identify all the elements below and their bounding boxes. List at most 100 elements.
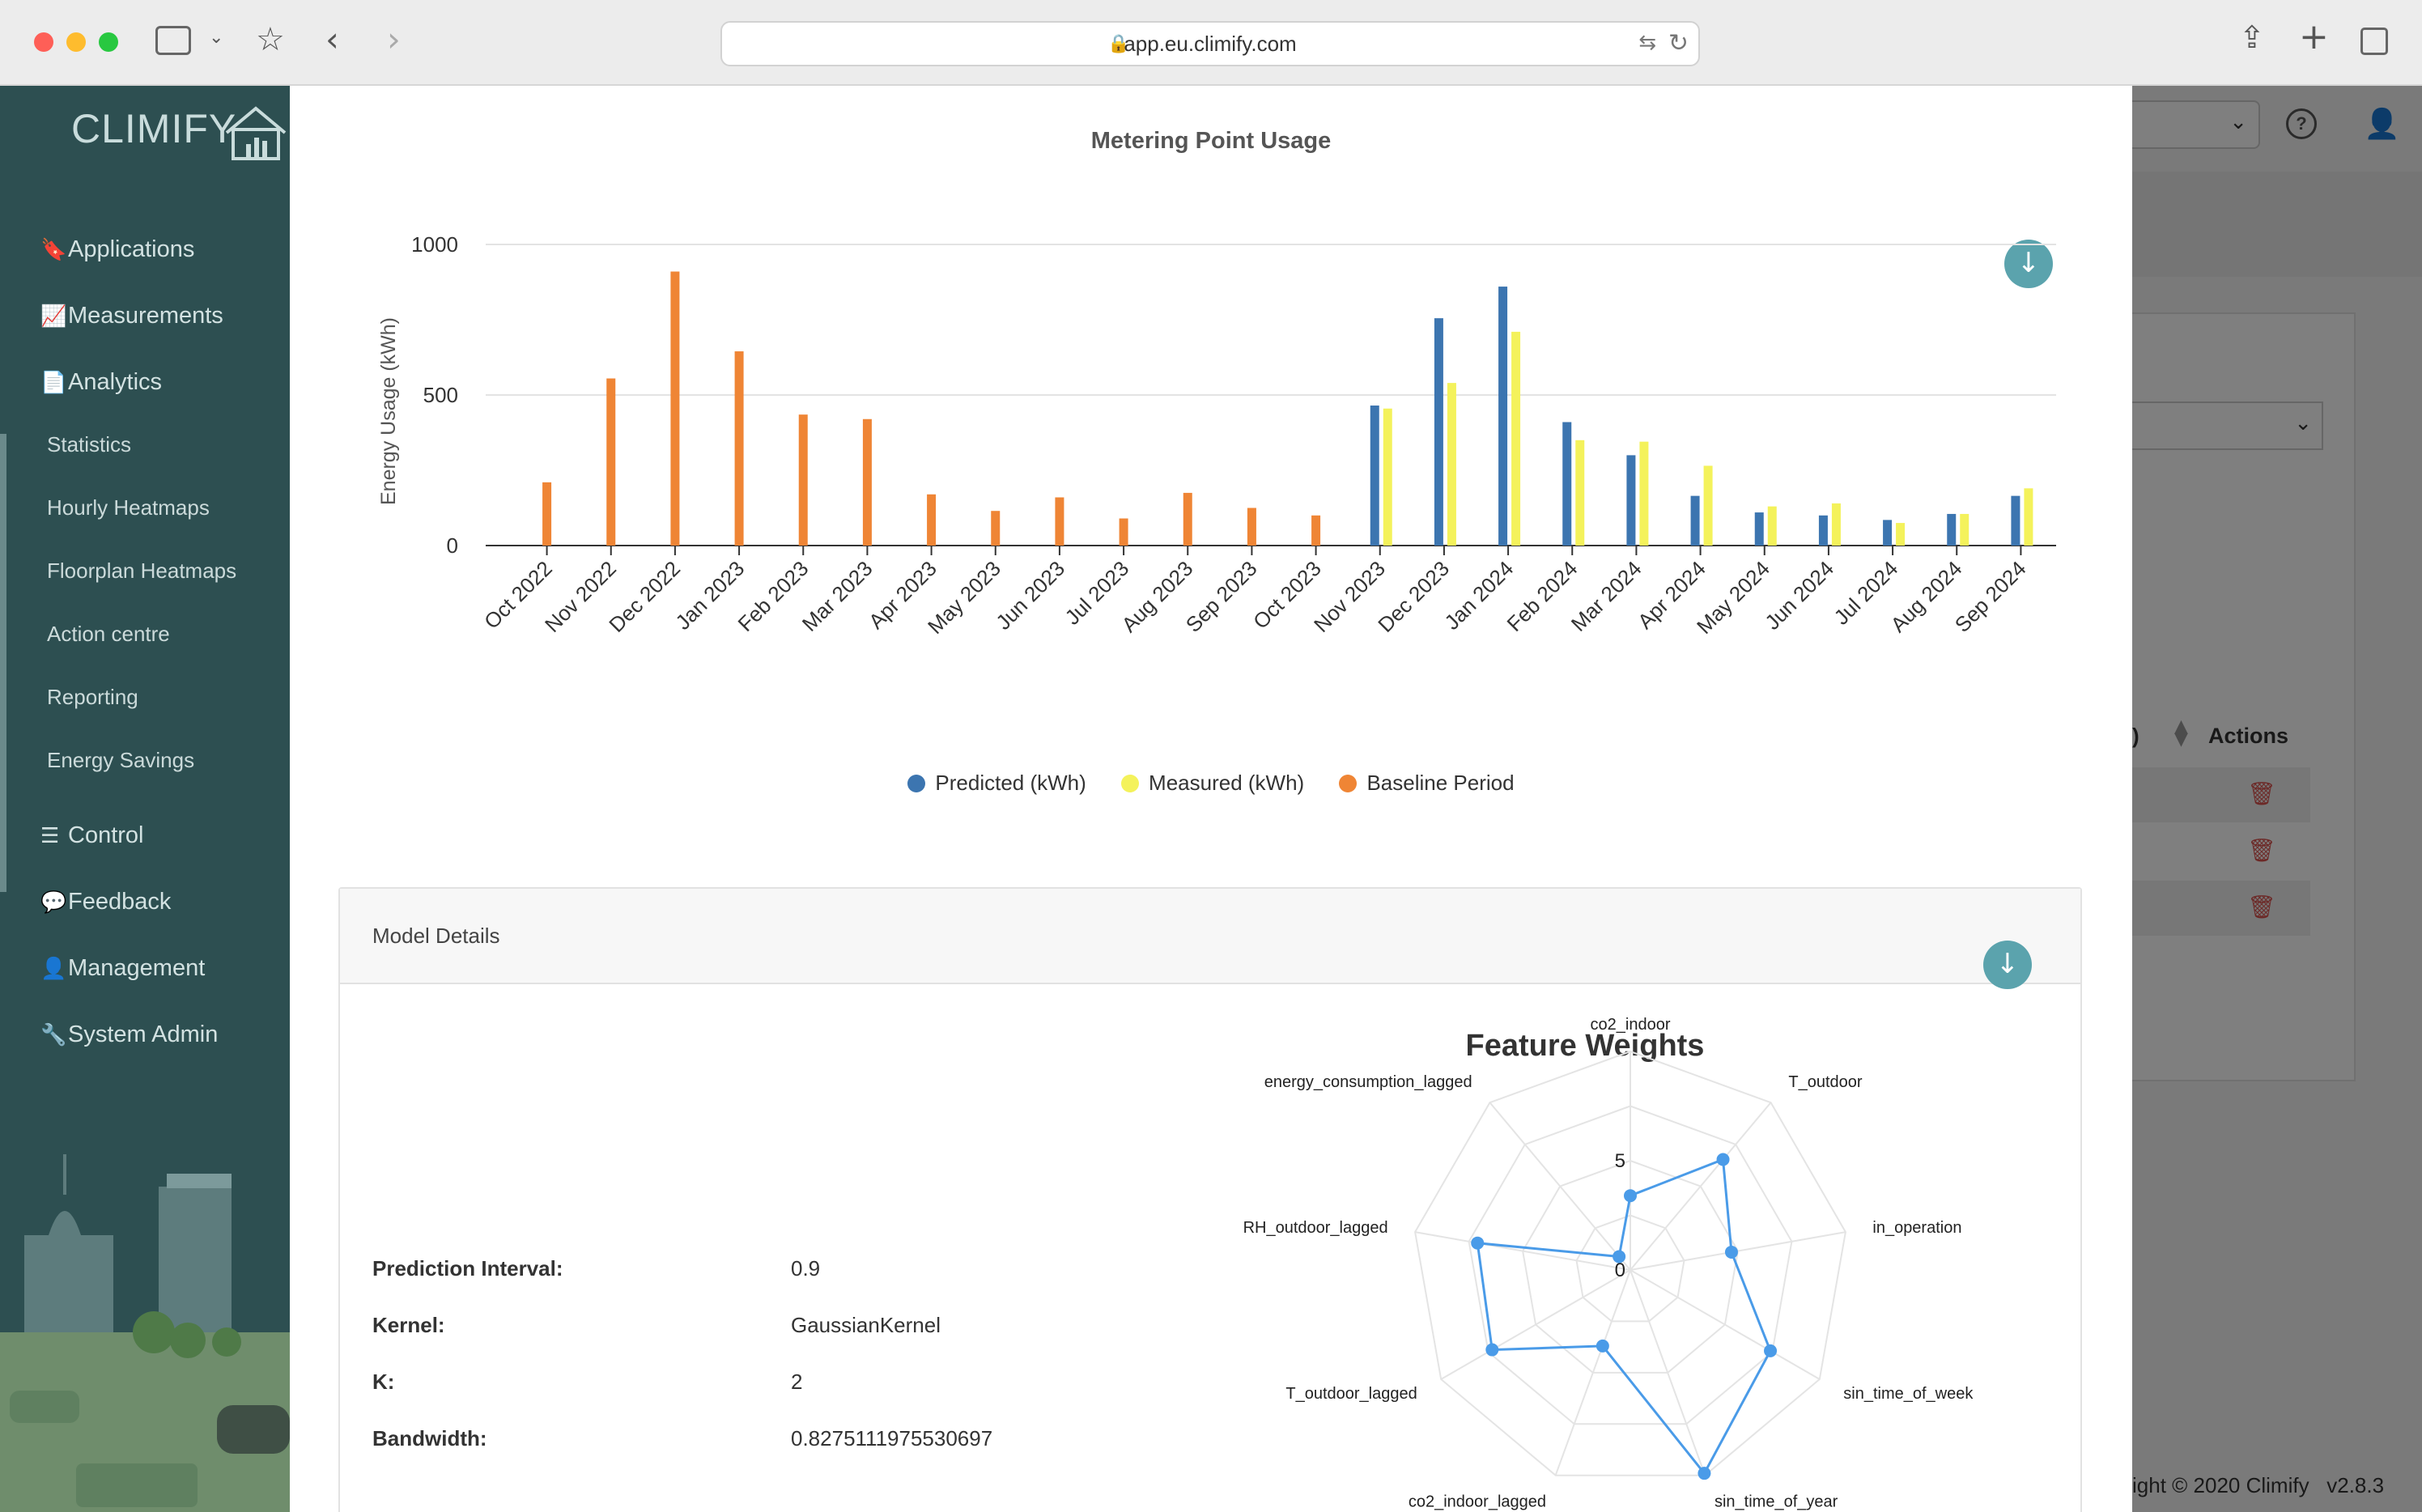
bar-measured [1703, 465, 1713, 546]
sidebar-item-reporting[interactable]: Reporting [47, 685, 138, 709]
radar-axis-label: energy_consumption_lagged [1264, 1073, 1472, 1091]
radar-point [1624, 1189, 1637, 1203]
legend-marker [1121, 775, 1140, 792]
sidebar-toggle-icon[interactable] [155, 26, 191, 55]
radar-point [1764, 1344, 1778, 1357]
star-icon[interactable]: ☆ [256, 21, 285, 58]
bar-baseline [862, 418, 872, 546]
address-bar[interactable]: 🔒 app.eu.climify.com ⇆ ↻ [720, 21, 1700, 66]
sidebar-item-measurements[interactable]: 📈Measurements [40, 303, 223, 329]
k-value: 2 [791, 1370, 803, 1394]
bar-predicted [1754, 512, 1764, 546]
new-tab-icon[interactable]: + [2299, 16, 2329, 57]
bar-baseline [1119, 518, 1128, 546]
bar-baseline [1247, 508, 1256, 546]
bar-baseline [798, 414, 808, 546]
logo: CLIMIFY [71, 106, 237, 151]
bar-measured [1767, 506, 1777, 546]
bar-measured [2024, 488, 2033, 546]
feature-weights-radar: co2_indoor T_outdoor in_operation sin_time_… [1243, 1016, 1974, 1511]
back-icon[interactable]: ‹ [325, 19, 339, 59]
modal-backdrop[interactable] [2132, 86, 2422, 1512]
radar-r-tick-label: 0 [1615, 1259, 1625, 1281]
y-tick-label: 0 [447, 533, 458, 558]
bar-measured [1383, 408, 1392, 546]
bar-predicted [1626, 455, 1636, 546]
reload-icon[interactable]: ↻ [1668, 29, 1689, 57]
radar-point [1596, 1339, 1609, 1353]
maximize-window-button[interactable] [99, 32, 118, 52]
legend-item-predicted[interactable]: Predicted (kWh) [907, 771, 1086, 796]
radar-axis-label: co2_indoor [1591, 1016, 1671, 1034]
kernel-label: Kernel: [372, 1313, 445, 1337]
download-icon: ↓ [1995, 948, 2020, 980]
sidebar-item-management[interactable]: 👤Management [40, 955, 206, 981]
sidebar-item-control[interactable]: ☰ Control [40, 822, 144, 848]
radar-point [1471, 1236, 1485, 1250]
bar-baseline [606, 378, 616, 546]
chart-legend: Predicted (kWh) Measured (kWh) Baseline … [290, 771, 2132, 796]
radar-point [1698, 1467, 1711, 1480]
forward-icon[interactable]: › [387, 19, 401, 59]
model-details-header: Model Details [340, 889, 2080, 984]
radar-spoke [1440, 1269, 1631, 1380]
sidebar-item-action-centre[interactable]: Action centre [47, 622, 170, 646]
radar-point [1724, 1245, 1738, 1259]
sidebar-item-floorplan-heatmaps[interactable]: Floorplan Heatmaps [47, 559, 237, 583]
radar-r-tick-label: 5 [1615, 1150, 1625, 1172]
model-details-panel: Model Details Prediction Interval: 0.9 K… [338, 887, 2082, 1512]
sidebar-item-energy-savings[interactable]: Energy Savings [47, 748, 195, 772]
radar-grid-ring [1522, 1159, 1739, 1374]
sidebar-item-applications[interactable]: 🔖Applications [40, 236, 195, 262]
bookmark-icon: 🔖 [40, 238, 67, 262]
sidebar-item-system-admin[interactable]: 🔧System Admin [40, 1021, 219, 1047]
document-icon: 📄 [40, 371, 67, 395]
bar-baseline [1311, 515, 1321, 546]
radar-point [1613, 1250, 1626, 1264]
bar-baseline [991, 511, 1001, 546]
radar-spoke [1489, 1102, 1631, 1271]
y-axis-label: Energy Usage (kWh) [377, 317, 400, 505]
bar-predicted [1498, 287, 1508, 546]
bar-measured [1447, 383, 1456, 546]
bar-measured [1639, 441, 1649, 546]
minimize-window-button[interactable] [66, 32, 86, 52]
download-chart-button[interactable]: ↓ [2004, 240, 2053, 288]
radar-point [1716, 1153, 1730, 1166]
prediction-interval-value: 0.9 [791, 1256, 821, 1281]
legend-item-measured[interactable]: Measured (kWh) [1121, 771, 1304, 796]
bar-predicted [1370, 406, 1379, 546]
sliders-icon: ☰ [40, 824, 60, 848]
wrench-icon: 🔧 [40, 1023, 67, 1047]
y-tick-label: 500 [423, 383, 458, 407]
share-icon[interactable]: ⇪ [2239, 19, 2265, 55]
bandwidth-value: 0.8275111975530697 [791, 1426, 993, 1450]
radar-axis-label: T_outdoor [1788, 1073, 1863, 1091]
bar-predicted [1883, 520, 1893, 546]
city-illustration [0, 1138, 290, 1512]
bar-predicted [1818, 515, 1828, 546]
radar-grid-ring [1414, 1050, 1846, 1476]
bar-baseline [1055, 497, 1064, 546]
kernel-value: GaussianKernel [791, 1313, 941, 1337]
sidebar-item-hourly-heatmaps[interactable]: Hourly Heatmaps [47, 495, 210, 520]
sidebar-item-feedback[interactable]: 💬Feedback [40, 889, 172, 915]
sidebar-item-statistics[interactable]: Statistics [47, 432, 132, 457]
close-window-button[interactable] [34, 32, 53, 52]
radar-axis-label: in_operation [1872, 1219, 1961, 1237]
line-chart-icon: 📈 [40, 304, 67, 329]
radar-grid-ring [1575, 1214, 1685, 1323]
bar-measured [1575, 440, 1585, 546]
chevron-down-icon[interactable]: ⌄ [209, 28, 224, 48]
legend-marker [1339, 775, 1358, 792]
bar-baseline [542, 482, 552, 546]
download-radar-button[interactable]: ↓ [1983, 941, 2032, 989]
feature-weights-title: Feature Weights [1465, 1029, 1705, 1063]
translate-icon[interactable]: ⇆ [1638, 31, 1656, 55]
sidebar-item-analytics[interactable]: 📄Analytics [40, 369, 163, 395]
legend-item-baseline[interactable]: Baseline Period [1339, 771, 1515, 796]
radar-spoke [1554, 1269, 1631, 1476]
tab-overview-icon[interactable] [2360, 28, 2388, 55]
radar-point [1485, 1343, 1499, 1357]
radar-series-line [1476, 1157, 1772, 1476]
